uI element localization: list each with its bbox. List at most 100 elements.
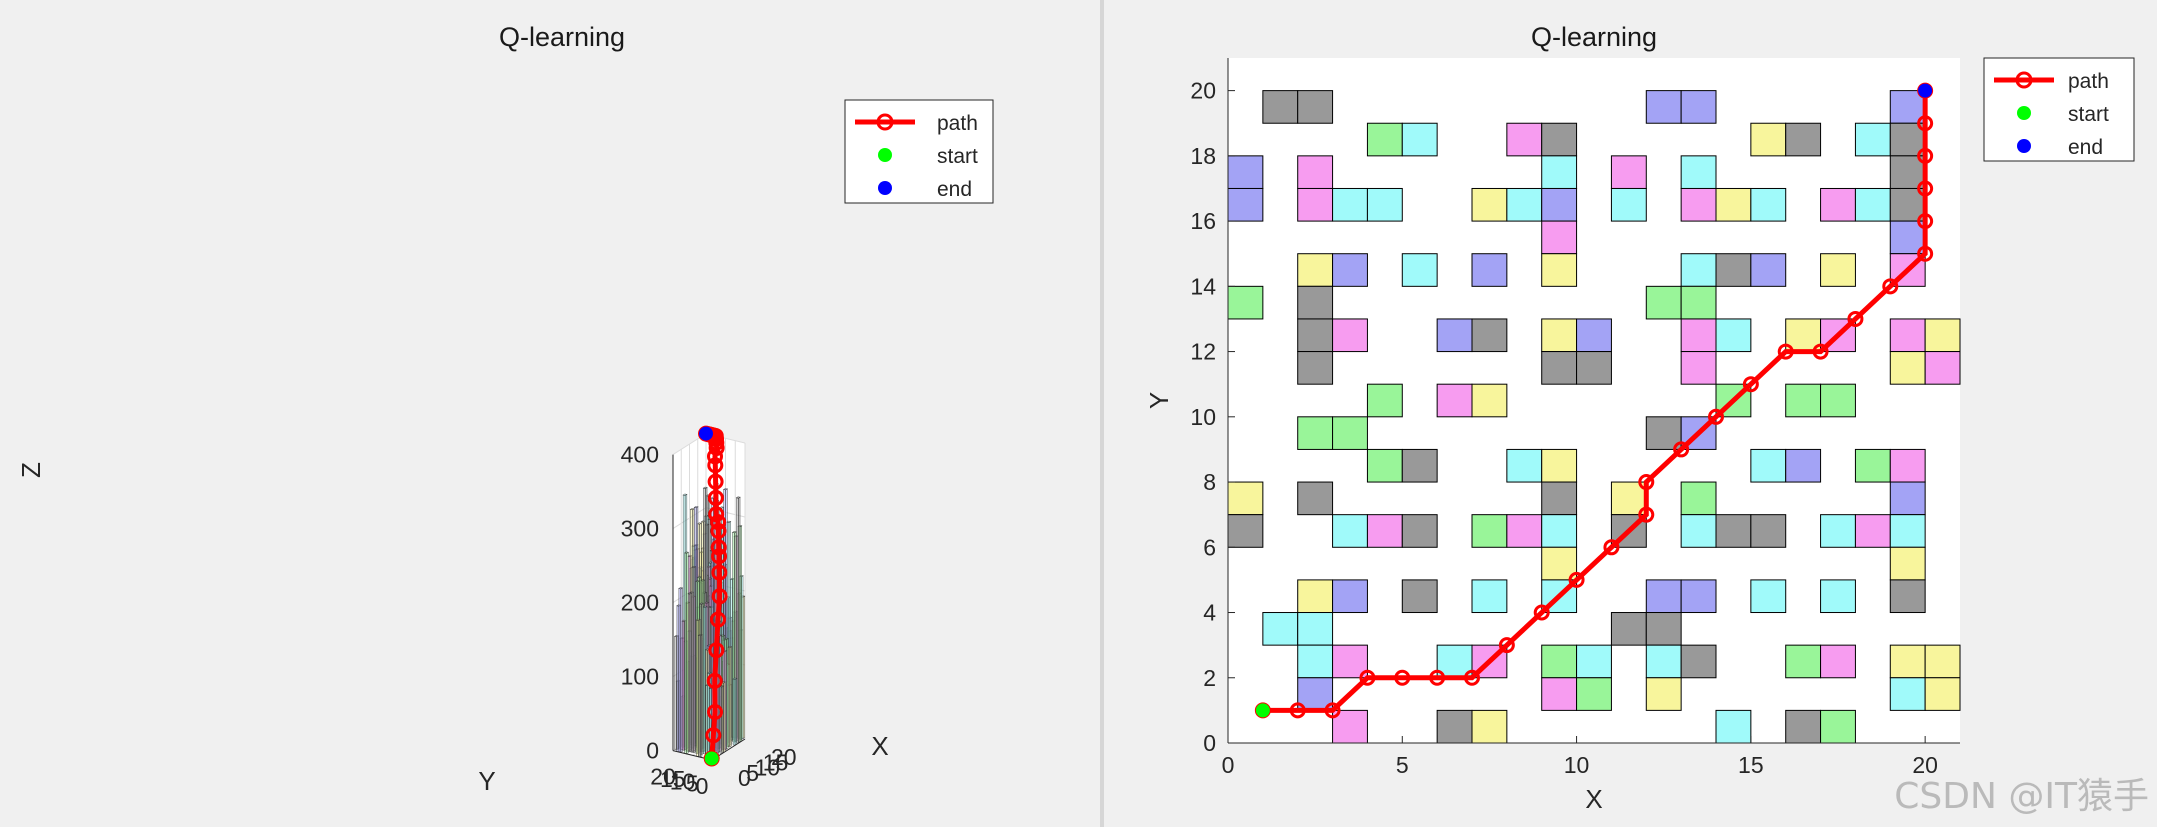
- legend-label: path: [2068, 70, 2109, 93]
- obstacle-cell: [1366, 383, 1403, 418]
- obstacle-cell: [1889, 318, 1926, 353]
- path-marker: [1289, 702, 1306, 719]
- path-marker-3d: [710, 611, 726, 628]
- watermark: CSDN @IT猿手: [1894, 776, 2149, 817]
- x-tick-label: 10: [1564, 752, 1590, 778]
- x-tick-label: 5: [746, 760, 759, 786]
- obstacle-cell: [1332, 253, 1368, 287]
- obstacle-cell: [1576, 644, 1612, 679]
- obstacle-bar-top: [706, 671, 712, 674]
- path-marker: [1429, 669, 1446, 686]
- obstacle-cell: [1576, 351, 1612, 385]
- obstacle-cell: [1332, 318, 1368, 353]
- obstacle-bar-face: [691, 566, 695, 754]
- chart-title: Q-learning: [499, 22, 625, 52]
- obstacle-cell: [1541, 481, 1578, 516]
- obstacle-cell: [1401, 514, 1438, 548]
- obstacle-bar-top: [673, 634, 680, 638]
- path-marker-3d: [707, 703, 723, 720]
- path-marker: [1394, 669, 1411, 686]
- obstacle-cell: [1576, 318, 1612, 353]
- obstacle-cell: [1680, 187, 1717, 222]
- obstacle-cell: [1471, 253, 1508, 287]
- path-marker: [1324, 702, 1341, 719]
- path-marker: [1603, 539, 1620, 556]
- obstacle-bar-face: [719, 686, 723, 755]
- path-marker-3d: [707, 489, 724, 506]
- obstacle-cell: [1332, 644, 1368, 679]
- obstacle-bar-face: [702, 606, 706, 755]
- obstacle-cell: [1924, 318, 1961, 353]
- obstacle-bar-top: [695, 618, 701, 621]
- path-marker-3d: [710, 523, 727, 540]
- obstacle-cell: [1750, 448, 1787, 483]
- obstacle-cell: [1401, 253, 1438, 287]
- obstacle-bar-top: [700, 579, 706, 582]
- obstacle-cell: [1610, 187, 1647, 222]
- obstacle-cell: [1680, 644, 1717, 679]
- obstacle-cell: [1541, 318, 1578, 353]
- obstacle-cell: [1297, 612, 1334, 646]
- obstacle-cell: [1750, 579, 1787, 614]
- obstacle-cell: [1645, 677, 1682, 711]
- start-marker-3d: [704, 751, 719, 766]
- obstacle-bar-top: [689, 507, 695, 511]
- obstacle-cell: [1645, 285, 1682, 320]
- obstacle-cell: [1750, 253, 1787, 287]
- y-axis-label: Y: [478, 766, 495, 796]
- y-tick-label: 16: [1190, 208, 1216, 234]
- path-marker-3d: [705, 727, 722, 744]
- obstacle-cell: [1541, 187, 1578, 222]
- obstacle-cell: [1715, 318, 1752, 353]
- obstacle-cell: [1785, 644, 1822, 679]
- obstacle-cell: [1820, 579, 1856, 614]
- legend-label: path: [937, 112, 978, 135]
- obstacle-cell: [1541, 220, 1578, 255]
- obstacle-bar-top: [735, 496, 741, 499]
- obstacle-cell: [1820, 253, 1856, 287]
- obstacle-cell: [1297, 155, 1334, 189]
- obstacle-cell: [1332, 187, 1368, 222]
- figure-divider: [1100, 0, 1104, 827]
- obstacle-bar-face: [678, 588, 682, 753]
- obstacle-cell: [1506, 448, 1543, 483]
- obstacle-cell: [1889, 514, 1926, 548]
- x-tick-label: 15: [1738, 752, 1764, 778]
- obstacle-cell: [1541, 677, 1578, 711]
- obstacle-cell: [1889, 351, 1926, 385]
- y-tick-label: 10: [1190, 404, 1216, 430]
- chart-2d: 0 5 10 15 20 0 2 4 6 8 10 12 14 16 18 20 X Y Q-learning pat…: [1144, 22, 2135, 814]
- x-axis-label: X: [871, 731, 888, 761]
- chart-title: Q-learning: [1531, 22, 1657, 52]
- obstacle-cell: [1541, 351, 1578, 385]
- obstacle-bar-top: [696, 576, 702, 579]
- path-marker-3d: [711, 564, 728, 581]
- obstacle-cell: [1785, 383, 1822, 418]
- obstacle-cell: [1854, 122, 1891, 157]
- obstacle-bar-top: [695, 580, 701, 583]
- obstacle-bar-top: [678, 587, 684, 590]
- obstacle-bar-top: [729, 577, 735, 581]
- obstacle-cell: [1366, 187, 1403, 222]
- obstacle-cell: [1401, 122, 1438, 157]
- obstacle-cell: [1854, 448, 1891, 483]
- obstacle-cell: [1820, 709, 1856, 744]
- x-tick-label: 20: [1912, 752, 1938, 778]
- y-tick-label: 15: [660, 766, 686, 792]
- legend-path-marker: [876, 113, 894, 131]
- obstacle-bar-face: [684, 552, 687, 755]
- obstacle-cell: [1680, 481, 1717, 516]
- obstacle-cell: [1715, 253, 1752, 287]
- obstacle-bar-top: [683, 551, 690, 554]
- obstacle-cell: [1889, 644, 1926, 679]
- path-marker-3d: [706, 672, 723, 689]
- obstacle-cell: [1366, 448, 1403, 483]
- legend-label: start: [2068, 103, 2109, 126]
- obstacle-bar-face: [674, 635, 677, 751]
- path-marker: [1359, 669, 1376, 686]
- obstacle-bar-top: [727, 645, 733, 649]
- path-marker: [1882, 278, 1899, 295]
- path-marker: [1777, 343, 1794, 360]
- obstacle-cell: [1680, 514, 1717, 548]
